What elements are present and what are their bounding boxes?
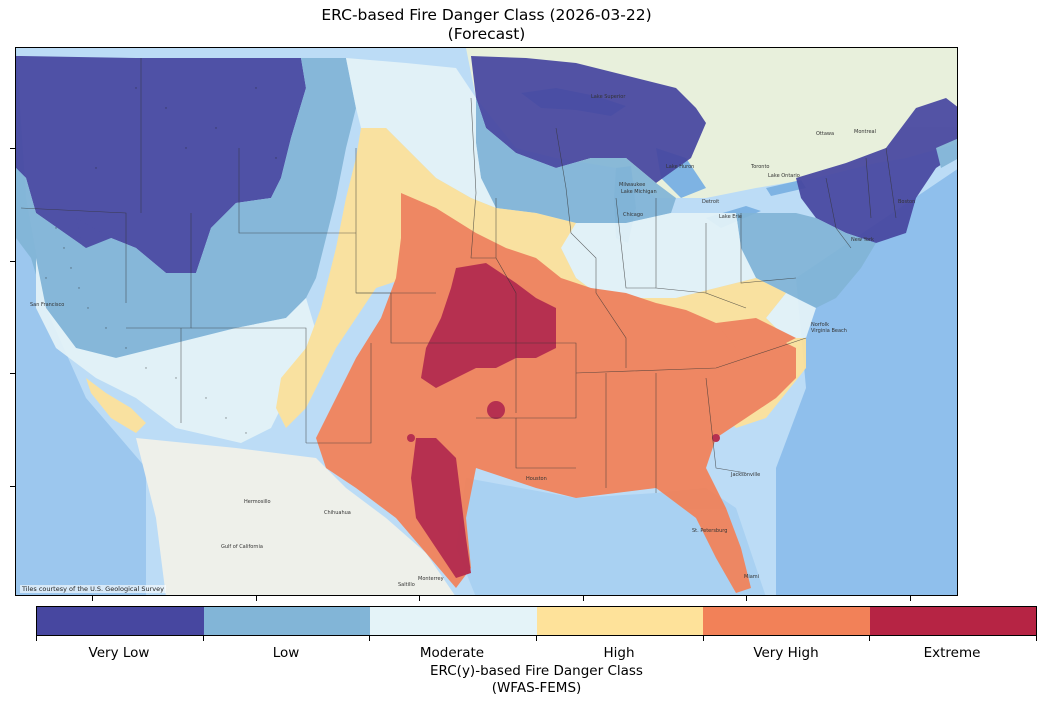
high-socal — [86, 378, 146, 433]
label-new-york: New York — [851, 237, 874, 243]
label-norfolk: Norfolk — [811, 322, 829, 328]
stipple-pattern — [45, 87, 277, 434]
colorbar-title: ERC(y)-based Fire Danger Class (WFAS-FEM… — [36, 663, 1037, 697]
very-low-north-central — [471, 56, 706, 183]
colorbar-segment-very-low — [37, 607, 204, 635]
x-axis-tick — [419, 596, 420, 601]
y-axis-tick — [10, 261, 15, 262]
label-san-francisco: San Francisco — [30, 302, 64, 308]
extreme-spot — [712, 434, 720, 442]
colorbar-segment-low — [203, 607, 370, 635]
label-montreal: Montreal — [854, 129, 876, 135]
label-lake-superior: Lake Superior — [591, 94, 626, 100]
colorbar-title-line1: ERC(y)-based Fire Danger Class — [430, 663, 643, 679]
label-saltillo: Saltillo — [398, 582, 415, 588]
label-lake-ontario: Lake Ontario — [768, 173, 800, 179]
colorbar-tick — [203, 636, 204, 641]
moderate-north — [346, 58, 496, 208]
map-labels: San Francisco Chihuahua Hermosillo Monte… — [30, 94, 915, 588]
colorbar-tick — [369, 636, 370, 641]
fire-danger-map[interactable]: San Francisco Chihuahua Hermosillo Monte… — [15, 47, 958, 596]
x-axis-tick — [910, 596, 911, 601]
lake-ontario — [766, 180, 806, 196]
very-high-southeast-inland — [716, 318, 796, 348]
x-axis-tick — [746, 596, 747, 601]
y-axis-tick — [10, 373, 15, 374]
label-milwaukee: Milwaukee — [619, 182, 645, 188]
colorbar-label-extreme: Extreme — [923, 645, 981, 661]
x-axis-tick — [583, 596, 584, 601]
very-low-northwest — [16, 56, 306, 273]
map-canvas: San Francisco Chihuahua Hermosillo Monte… — [16, 48, 957, 595]
map-title-line1: ERC-based Fire Danger Class (2026-03-22) — [321, 6, 652, 24]
state-boundaries — [20, 58, 897, 493]
colorbar-tick — [703, 636, 704, 641]
x-axis-tick — [92, 596, 93, 601]
colorbar-segment-high — [536, 607, 703, 635]
label-detroit: Detroit — [702, 199, 719, 205]
label-houston: Houston — [526, 476, 547, 482]
label-ottawa: Ottawa — [816, 131, 834, 137]
colorbar-label-very-high: Very High — [753, 645, 819, 661]
low-northeast — [736, 213, 876, 308]
low-north-central — [476, 98, 676, 223]
colorbar-segment-moderate — [370, 607, 537, 635]
label-jacksonville: Jacksonville — [730, 472, 760, 478]
mexico-land — [136, 438, 455, 595]
colorbar-tick — [36, 636, 37, 641]
label-miami: Miami — [744, 574, 759, 580]
colorbar-label-high: High — [603, 645, 635, 661]
fire-danger-overlay — [16, 56, 957, 593]
tile-attribution: Tiles courtesy of the U.S. Geological Su… — [20, 585, 166, 593]
label-chihuahua: Chihuahua — [324, 510, 351, 516]
extreme-southern-plains — [421, 263, 556, 388]
colorbar-tick — [536, 636, 537, 641]
low-new-england — [936, 138, 957, 168]
label-lake-erie: Lake Erie — [719, 214, 742, 220]
very-low-northeast — [796, 98, 957, 243]
pacific-ocean — [16, 48, 146, 595]
moderate-northeast-coast — [766, 293, 816, 338]
colorbar-label-moderate: Moderate — [419, 645, 485, 661]
y-axis-tick — [10, 148, 15, 149]
colorbar-label-very-low: Very Low — [88, 645, 150, 661]
label-hermosillo: Hermosillo — [244, 499, 271, 505]
colorbar-segment-extreme — [869, 607, 1036, 635]
colorbar-title-line2: (WFAS-FEMS) — [491, 680, 582, 696]
colorbar — [36, 606, 1037, 636]
extreme-south-texas — [411, 438, 471, 578]
label-virginia-beach: Virginia Beach — [811, 328, 847, 334]
map-title-line2: (Forecast) — [447, 25, 526, 43]
extreme-spot — [407, 434, 415, 442]
label-lake-michigan: Lake Michigan — [621, 189, 657, 195]
colorbar-segment-very-high — [703, 607, 870, 635]
x-axis-tick — [256, 596, 257, 601]
label-monterrey: Monterrey — [418, 576, 444, 582]
extreme-spot — [487, 401, 505, 419]
label-gulf-of-california: Gulf of California — [221, 544, 263, 550]
label-chicago: Chicago — [623, 212, 643, 218]
label-lake-huron: Lake Huron — [666, 164, 694, 170]
colorbar-tick — [1036, 636, 1037, 641]
label-toronto: Toronto — [750, 164, 769, 170]
label-boston: Boston — [898, 199, 915, 205]
colorbar-tick — [869, 636, 870, 641]
y-axis-tick — [10, 486, 15, 487]
moderate-southwest — [36, 258, 321, 443]
colorbar-label-low: Low — [272, 645, 300, 661]
low-west — [16, 58, 356, 358]
map-title: ERC-based Fire Danger Class (2026-03-22)… — [15, 6, 958, 44]
label-st-petersburg: St. Petersburg — [692, 528, 727, 534]
